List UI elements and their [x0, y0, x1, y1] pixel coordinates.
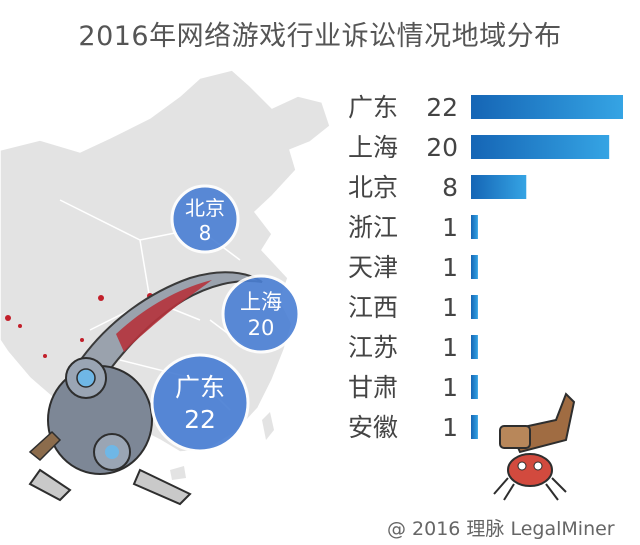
value-label: 8 [442, 173, 458, 202]
bar [471, 415, 478, 439]
bubble-value: 22 [184, 405, 216, 434]
bar [471, 175, 527, 199]
value-label: 22 [426, 93, 458, 122]
value-label: 1 [442, 253, 458, 282]
value-label: 1 [442, 413, 458, 442]
category-label: 江西 [348, 293, 398, 322]
bubble-shanghai: 上海 20 [221, 274, 301, 354]
value-label: 20 [426, 133, 458, 162]
taiwan-shape [262, 412, 274, 440]
category-label: 甘肃 [348, 373, 398, 402]
bar [471, 295, 478, 319]
category-label: 广东 [348, 93, 398, 122]
value-label: 1 [442, 213, 458, 242]
category-label: 江苏 [348, 333, 398, 362]
page-title: 2016年网络游戏行业诉讼情况地域分布 [78, 21, 562, 52]
value-label: 1 [442, 293, 458, 322]
bar [471, 255, 478, 279]
bar [471, 95, 623, 119]
category-label: 天津 [348, 253, 398, 282]
bars-group: 广东 22 上海 20 北京 8 浙江 1 天津 1 江西 1 江苏 1 甘肃 1 安徽 1 [348, 93, 623, 442]
bubble-city: 上海 [240, 290, 282, 314]
category-label: 北京 [348, 173, 398, 202]
bubble-value: 20 [248, 316, 275, 340]
crab-illustration [493, 392, 576, 501]
bubble-city: 广东 [175, 373, 225, 402]
blood-splatter [5, 293, 153, 358]
value-label: 1 [442, 333, 458, 362]
hainan-shape [170, 466, 186, 480]
bubble-city: 北京 [185, 196, 225, 220]
bubble-beijing: 北京 8 [170, 184, 240, 254]
bubble-value: 8 [199, 221, 212, 245]
warrior-illustration [28, 357, 192, 506]
bar [471, 215, 478, 239]
bubble-guangdong: 广东 22 [150, 353, 250, 453]
category-label: 浙江 [348, 213, 398, 242]
value-label: 1 [442, 373, 458, 402]
credit-text: @ 2016 理脉 LegalMiner [387, 518, 615, 540]
bar [471, 135, 610, 159]
bar [471, 335, 478, 359]
category-label: 上海 [348, 133, 398, 162]
category-label: 安徽 [348, 413, 398, 442]
bar [471, 375, 478, 399]
